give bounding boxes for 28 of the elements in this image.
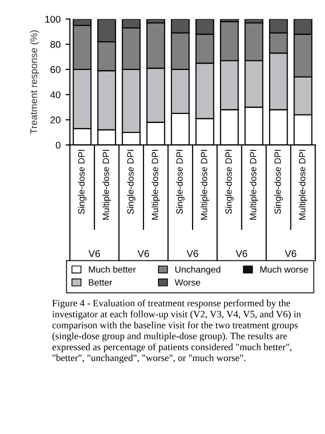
legend-label: Unchanged [175,266,220,274]
legend-label: Better [88,279,112,286]
x-tick-label: Single-dose DPI [176,150,184,214]
y-axis-title: Treatment response (%) [30,30,40,134]
text: V6 [186,250,198,258]
y-tick-label: 80 [50,41,60,48]
x-tick-label: Multiple-dose DPI [152,150,160,220]
y-tick-label: 60 [50,66,60,74]
legend-label: Worse [174,279,200,286]
x-tick-label: Multiple-dose DPI [200,150,210,220]
x-tick-label: Single-dose DPI [274,150,283,214]
x-tick-label: Multiple-dose DPI [250,150,258,220]
x-tick-label: Multiple-dose DPI [298,150,308,220]
text: V6 [138,250,150,258]
legend-label: Much better [88,266,136,273]
x-tick-label: Single-dose DPI [127,150,136,214]
y-tick-label: 20 [50,116,60,124]
text: V6 [236,250,248,258]
legend-label: Much worse [260,266,308,273]
x-tick-label: Multiple-dose DPI [102,150,111,220]
x-tick-label: Single-dose DPI [78,150,86,214]
y-tick-label: 40 [50,91,60,98]
y-tick-label: 100 [45,16,60,23]
caption: Figure 4 - Evaluation of treatment response performed by the investigator at each follow-up visit (V2, V3, V4, V5, and V6) in comparison with the baseline visit for the two treatment groups (single-dose group and multiple-dose group). The results are expressed as percentage of patients considered "much better", "better", "unchanged", "worse", or "much worse". [52,299,301,364]
text: V6 [284,250,296,258]
y-tick-label: 0 [56,142,60,149]
x-tick-label: Single-dose DPI [225,150,234,214]
text: V6 [88,250,100,258]
